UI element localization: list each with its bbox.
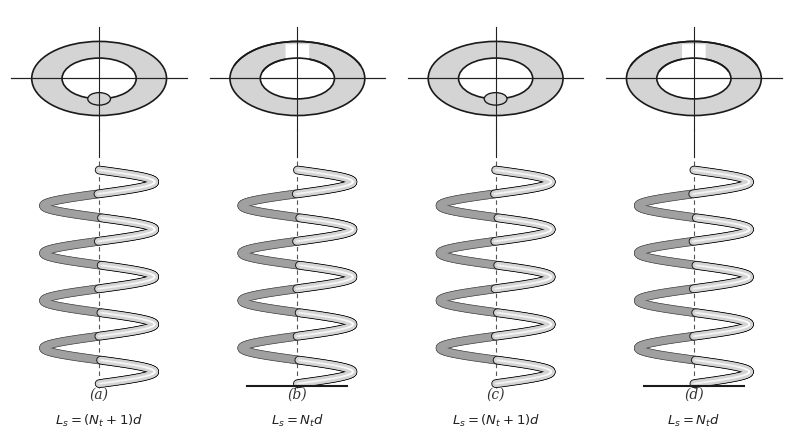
Text: (a): (a) [90,388,109,402]
Text: $L_s = (N_t + 1)d$: $L_s = (N_t + 1)d$ [55,413,144,429]
Ellipse shape [62,58,136,99]
Text: (b): (b) [288,388,307,402]
FancyBboxPatch shape [682,44,706,61]
Ellipse shape [458,58,533,99]
Ellipse shape [657,58,731,99]
Text: (c): (c) [486,388,505,402]
Ellipse shape [428,41,563,116]
Ellipse shape [32,41,167,116]
Ellipse shape [260,58,335,99]
Ellipse shape [485,92,507,105]
Ellipse shape [230,41,365,116]
Text: $L_s = (N_t + 1)d$: $L_s = (N_t + 1)d$ [451,413,540,429]
Ellipse shape [626,41,761,116]
FancyBboxPatch shape [285,44,309,61]
Text: $L_s = N_t d$: $L_s = N_t d$ [667,413,721,429]
Text: $L_s = N_t d$: $L_s = N_t d$ [270,413,324,429]
Ellipse shape [88,92,110,105]
Text: (d): (d) [684,388,703,402]
